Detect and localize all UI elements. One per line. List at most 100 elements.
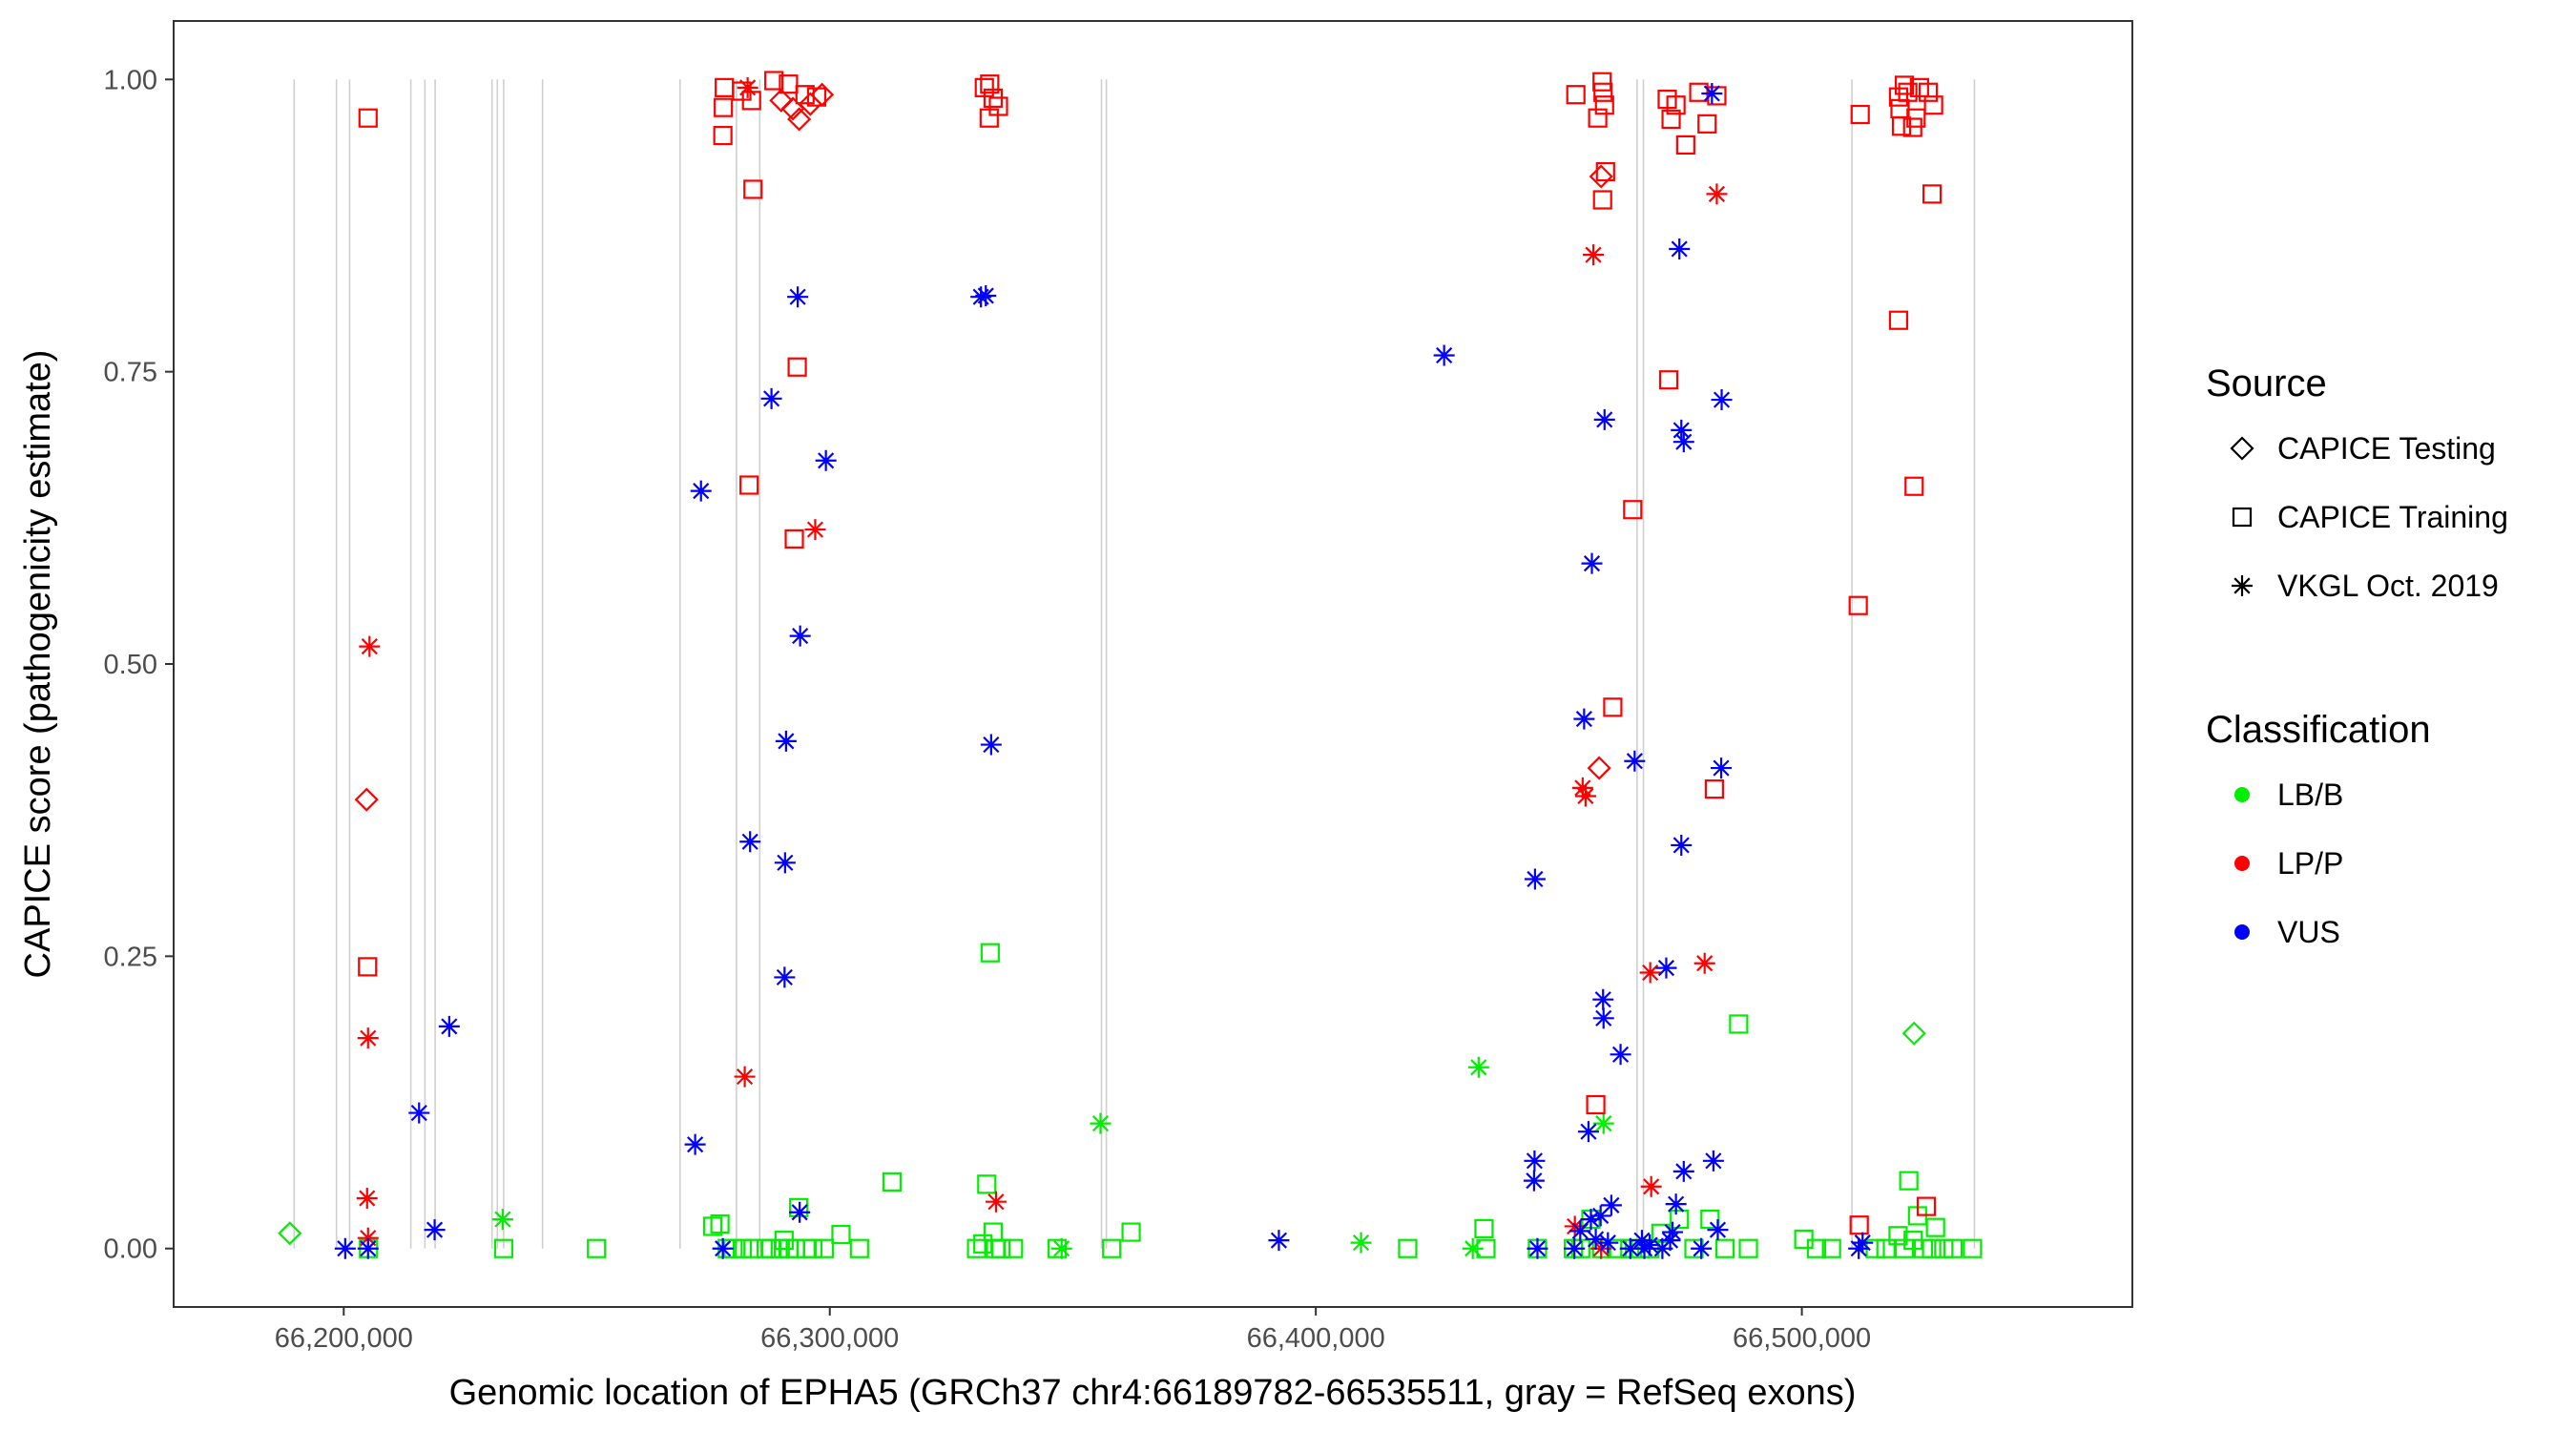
point-vus-33: [1589, 1205, 1611, 1227]
point-vus-6: [690, 480, 712, 502]
point-lp-p-36: [1593, 82, 1613, 102]
point-lb-b-9: [732, 1238, 753, 1258]
point-lp-p-61: [1693, 952, 1715, 974]
point-lb-b-63: [1876, 1238, 1896, 1258]
point-vus-32: [1585, 1228, 1607, 1250]
point-lp-p-41: [1589, 164, 1613, 189]
point-lb-b-60: [1806, 1238, 1826, 1258]
point-lp-p-26: [784, 529, 804, 549]
point-lp-p-34: [1566, 85, 1586, 105]
y-tick-label-1: 0.25: [104, 942, 157, 972]
legend-classification-label-2: VUS: [2277, 915, 2340, 949]
point-vus-58: [1707, 1219, 1729, 1241]
point-vus-17: [970, 286, 992, 308]
legend: Source CAPICE Testing CAPICE Training VKGL …: [2206, 363, 2508, 949]
point-lp-p-11: [737, 76, 758, 98]
point-vus-60: [1711, 389, 1733, 411]
point-lp-p-56: [1675, 135, 1695, 155]
y-axis: 0.00 0.25 0.50 0.75 1.00: [104, 65, 174, 1265]
point-vus-0: [334, 1237, 356, 1259]
point-lp-p-45: [1571, 777, 1593, 798]
point-lp-p-78: [1923, 95, 1943, 115]
point-lb-b-36: [1121, 1222, 1141, 1242]
point-lp-p-8: [714, 97, 734, 117]
point-vus-37: [1597, 1232, 1619, 1254]
point-lp-p-3: [358, 957, 378, 977]
point-vus-14: [789, 625, 811, 647]
point-vus-42: [1631, 1230, 1652, 1252]
point-lb-b-39: [1462, 1237, 1484, 1259]
point-lp-p-47: [1623, 500, 1643, 520]
point-lp-p-50: [1640, 1175, 1662, 1197]
point-lp-p-21: [795, 85, 815, 105]
point-vus-31: [1580, 1209, 1602, 1231]
point-lp-p-65: [1848, 595, 1868, 615]
point-vus-18: [975, 284, 997, 306]
point-lp-p-44: [1587, 756, 1611, 780]
point-lb-b-42: [1476, 1238, 1496, 1258]
point-lb-b-56: [1714, 1238, 1735, 1258]
point-lp-p-20: [787, 107, 812, 132]
legend-source-key-2: [2232, 575, 2253, 596]
point-lp-p-25: [787, 357, 807, 377]
point-lp-p-32: [979, 108, 999, 128]
point-lb-b-37: [1350, 1232, 1372, 1254]
point-lp-p-39: [1592, 190, 1612, 210]
point-vus-26: [1564, 1237, 1586, 1259]
point-lb-b-34: [1090, 1112, 1111, 1134]
point-lb-b-20: [815, 1238, 835, 1258]
point-lb-b-31: [1004, 1238, 1024, 1258]
point-vus-61: [1848, 1237, 1870, 1259]
legend-classification-key-0: [2234, 787, 2250, 802]
point-vus-15: [789, 1201, 811, 1223]
point-vus-5: [684, 1133, 706, 1155]
point-lp-p-43: [1603, 697, 1623, 717]
point-lp-p-69: [1894, 75, 1915, 95]
point-lp-p-4: [357, 1027, 379, 1049]
point-lp-p-80: [1916, 1196, 1937, 1216]
point-lb-b-64: [1888, 1226, 1908, 1246]
point-lb-b-2: [491, 1209, 513, 1231]
point-vus-35: [1592, 1007, 1614, 1029]
point-lp-p-5: [356, 1188, 378, 1210]
point-lp-p-17: [769, 88, 794, 113]
legend-classification-label-0: LB/B: [2277, 778, 2343, 812]
x-axis-title: Genomic location of EPHA5 (GRCh37 chr4:6…: [449, 1373, 1857, 1413]
point-lb-b-75: [1963, 1238, 1983, 1258]
y-tick-label-0: 0.00: [104, 1234, 157, 1265]
point-lb-b-74: [1942, 1238, 1963, 1258]
point-lp-p-24: [810, 82, 835, 107]
point-lp-p-1: [359, 635, 381, 657]
point-vus-52: [1672, 431, 1694, 453]
point-lb-b-3: [493, 1238, 514, 1258]
x-axis: 66,200,000 66,300,000 66,400,000 66,500,000: [275, 1307, 1871, 1354]
point-lp-p-16: [764, 71, 784, 91]
point-vus-12: [774, 966, 796, 988]
point-lb-b-58: [1738, 1238, 1758, 1258]
point-lb-b-6: [710, 1213, 730, 1234]
point-lp-p-62: [1704, 779, 1724, 799]
point-vus-27: [1569, 1220, 1591, 1242]
point-lp-p-13: [743, 179, 763, 199]
point-vus-62: [1852, 1232, 1874, 1254]
point-lp-p-48: [1639, 962, 1661, 984]
point-lb-b-35: [1102, 1238, 1122, 1258]
point-lp-p-2: [354, 787, 379, 812]
point-vus-10: [775, 730, 797, 752]
point-vus-41: [1624, 750, 1646, 772]
point-vus-25: [1527, 1237, 1548, 1259]
point-vus-48: [1662, 1221, 1684, 1243]
point-lp-p-79: [1922, 184, 1942, 204]
point-lb-b-22: [849, 1238, 869, 1258]
data-points: [278, 71, 1983, 1259]
point-vus-1: [357, 1237, 379, 1259]
point-lb-b-72: [1925, 1217, 1945, 1237]
point-lp-p-6: [357, 1227, 379, 1249]
point-lp-p-29: [980, 74, 1000, 94]
point-lp-p-58: [1697, 114, 1717, 134]
point-lp-p-27: [804, 519, 826, 541]
point-vus-59: [1711, 757, 1733, 779]
legend-classification-title: Classification: [2206, 709, 2431, 751]
